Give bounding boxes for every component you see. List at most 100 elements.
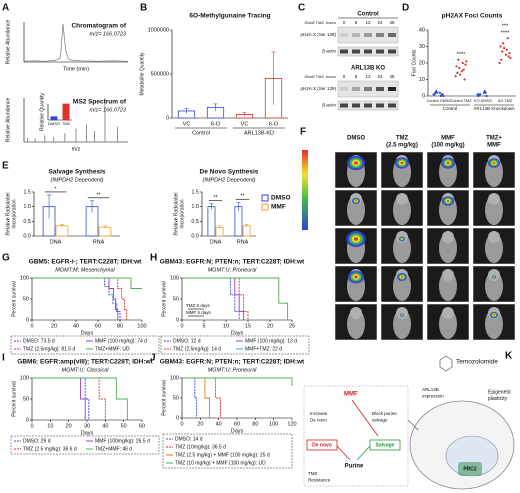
panel-label: F	[300, 127, 306, 138]
y-tick-label: 30	[419, 44, 425, 50]
time-point: 24	[377, 20, 383, 25]
data-point	[439, 94, 442, 98]
time-point: 48	[389, 74, 395, 79]
blot-band	[376, 103, 384, 108]
significance: ***	[502, 24, 509, 30]
chart-subtitle: (IMPDH2 Dependent)	[51, 177, 104, 183]
legend-label: MMF	[271, 204, 286, 211]
survival-curve	[182, 277, 249, 320]
time-point: 12	[365, 74, 371, 79]
arrow	[336, 445, 351, 461]
blot-row-label: β-actin	[322, 49, 336, 54]
y-tick-label: 0	[176, 415, 179, 421]
treatment-label: TMZ 5 days	[186, 303, 211, 308]
panel-label: G	[2, 253, 10, 264]
y-axis-label: Incorporation	[11, 199, 17, 228]
bar	[50, 116, 58, 121]
time-point: 6	[355, 74, 358, 79]
x-tick-label: TMZ	[62, 121, 71, 126]
diagram-label: expression	[422, 394, 444, 399]
survival-curve	[32, 277, 128, 320]
survival-curve	[182, 277, 289, 320]
data-point	[435, 89, 438, 93]
blot-band	[340, 49, 348, 54]
column-header: TMZ+	[486, 136, 502, 142]
de-novo-box	[306, 439, 338, 451]
data-point	[455, 65, 458, 68]
data-point	[460, 70, 463, 73]
x-tick-label: 40	[102, 423, 108, 429]
x-tick-label: Control DMSO	[427, 99, 452, 103]
y-tick-label: 10	[419, 77, 425, 83]
x-tick-label: 25	[289, 323, 295, 329]
mouse-head	[396, 307, 408, 319]
data-point	[499, 45, 502, 48]
time-point: 0	[343, 20, 346, 25]
blot-band	[340, 87, 348, 91]
y-tick-label: 0	[176, 317, 179, 323]
diagram-label: salvage	[372, 418, 388, 423]
significance: **	[240, 194, 245, 200]
drug-molecule	[439, 355, 453, 372]
y-tick-label: 1.5	[191, 189, 199, 195]
survival-curve	[32, 377, 90, 420]
bar	[242, 225, 251, 237]
y-tick-label: 50	[23, 296, 29, 302]
survival-curve	[182, 377, 221, 418]
diagram-label: TMZ	[308, 471, 317, 476]
data-point	[484, 91, 487, 94]
y-tick-label: 50	[173, 395, 179, 401]
y-tick-label: 0	[422, 93, 425, 99]
column-header: DMSO	[347, 136, 365, 142]
data-point	[485, 94, 488, 98]
data-point	[505, 48, 508, 51]
data-point	[457, 58, 460, 61]
y-tick-label: 20	[419, 60, 425, 66]
mouse-head	[442, 231, 454, 243]
time-label: 50uM TMZ, hours	[304, 20, 336, 25]
diagram-label: Increase	[310, 411, 328, 416]
data-point	[458, 66, 461, 70]
survival-curve	[32, 277, 121, 320]
survival-curve	[182, 377, 293, 386]
signal-blob	[401, 238, 403, 240]
y-tick-label: 100	[170, 375, 179, 381]
legend-label: DMSO: 12 d	[173, 338, 201, 344]
data-point	[482, 91, 485, 94]
legend-label: MMF (100 mg/kg): 13 d	[245, 338, 297, 344]
diagram-label: plasticity	[488, 396, 508, 402]
panel-label: E	[2, 161, 9, 172]
bar	[62, 103, 70, 121]
arrow	[407, 419, 419, 431]
y-tick-label: 40	[419, 27, 425, 33]
x-tick-label: 0	[180, 323, 183, 329]
signal-blob	[446, 161, 450, 165]
data-point	[441, 93, 444, 96]
drug-label: Temozolomide	[456, 359, 498, 366]
panel-label: J	[150, 353, 156, 364]
data-point	[456, 71, 459, 74]
time-point: 24	[377, 74, 383, 79]
signal-blob	[400, 161, 404, 165]
significance: ****	[501, 31, 510, 37]
blot-band	[376, 33, 384, 37]
salvage-box	[369, 439, 401, 451]
mouse-head	[350, 307, 362, 319]
legend-label: TMZ+MMF: 46 d	[95, 446, 132, 452]
x-tick-label: 100	[137, 323, 146, 329]
x-tick-label: 0	[180, 421, 183, 427]
blot-band	[388, 33, 396, 37]
column-header: TMZ	[396, 136, 409, 142]
legend-label: TMZ (2.5 mg/kg) + MMF (100 mg/kg): 25 d	[175, 452, 270, 458]
data-point	[503, 47, 506, 50]
legend-label: TMZ (2.5mg/kg): 81.5 d	[23, 346, 75, 352]
data-point	[502, 42, 505, 45]
legend-swatch	[261, 194, 269, 202]
group-label: Control	[443, 106, 458, 111]
x-axis-label: m/z	[72, 146, 81, 152]
y-axis-label: Relative Radiolabel	[173, 192, 179, 235]
blot-band	[364, 49, 372, 54]
panel-label: D	[402, 3, 409, 14]
survival-curve	[182, 377, 198, 418]
signal-blob	[492, 161, 496, 165]
